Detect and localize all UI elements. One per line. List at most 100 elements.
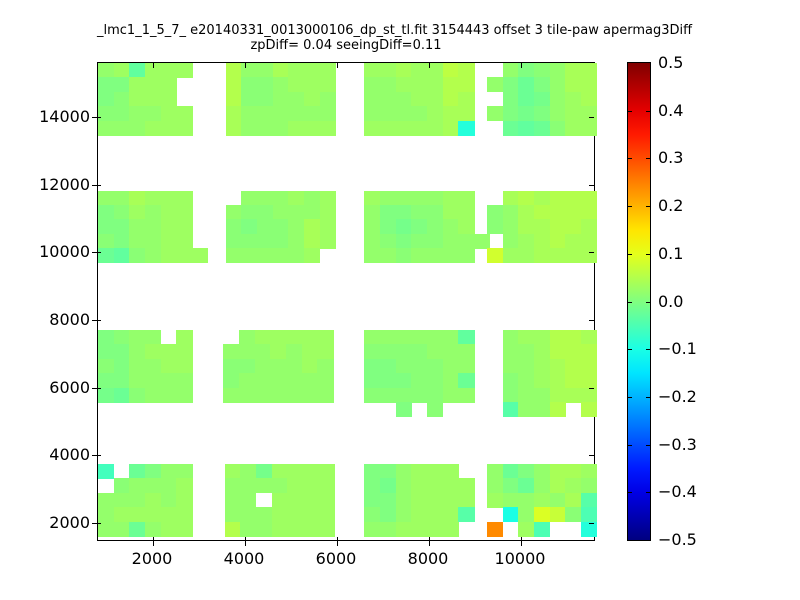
heatmap-cell [518, 387, 535, 403]
heatmap-cell [225, 91, 242, 107]
heatmap-cell [240, 478, 257, 494]
heatmap-cell [502, 358, 519, 374]
y-tick-mark-right [589, 523, 594, 525]
heatmap-cell [395, 492, 412, 508]
heatmap-cell [411, 463, 428, 479]
heatmap-cell [395, 373, 412, 389]
heatmap-cell [160, 507, 177, 523]
heatmap-cell [257, 120, 274, 136]
heatmap-cell [549, 344, 566, 360]
heatmap-cell [442, 521, 459, 537]
heatmap-cell [549, 373, 566, 389]
heatmap-cell [287, 507, 304, 523]
heatmap-cell [533, 387, 551, 403]
heatmap-cell [304, 248, 321, 264]
heatmap-cell [380, 358, 397, 374]
heatmap-cell [565, 190, 582, 206]
heatmap-cell [364, 521, 381, 537]
heatmap-cell [427, 219, 444, 235]
heatmap-cell [287, 478, 304, 494]
x-tick-mark [428, 537, 430, 546]
heatmap-cell [380, 233, 397, 249]
heatmap-cell [160, 106, 177, 122]
heatmap-cell [318, 521, 335, 537]
heatmap-cell [581, 190, 598, 206]
heatmap-cell [458, 478, 475, 494]
heatmap-cell [565, 387, 582, 403]
colorbar-tick-mark [628, 444, 632, 446]
heatmap-cell [317, 344, 334, 360]
heatmap-cell [240, 507, 257, 523]
heatmap-cell [580, 329, 598, 345]
heatmap-cell [518, 219, 535, 235]
heatmap-cell [502, 63, 519, 78]
heatmap-cell [458, 387, 475, 403]
heatmap-cell [518, 91, 535, 107]
colorbar-tick-label: 0.0 [658, 292, 684, 311]
heatmap-cell [319, 91, 336, 107]
heatmap-cell [288, 120, 305, 136]
heatmap-cell [225, 77, 242, 93]
heatmap-cell [427, 77, 444, 93]
heatmap-cell [287, 463, 304, 479]
heatmap-cell [160, 91, 177, 107]
colorbar-tick-mark [628, 158, 632, 160]
heatmap-cell [254, 373, 271, 389]
heatmap-cell [271, 492, 288, 508]
heatmap-cell [565, 91, 582, 107]
heatmap-cell [364, 478, 381, 494]
heatmap-cell [272, 248, 289, 264]
heatmap-cell [442, 463, 459, 479]
heatmap-cell [129, 190, 146, 206]
heatmap-cell [458, 77, 475, 93]
heatmap-cell [395, 387, 412, 403]
colorbar-tick-label: 0.1 [658, 244, 684, 263]
y-tick-mark-right [589, 387, 594, 389]
heatmap-cell [113, 63, 130, 78]
y-tick-label: 12000 [39, 175, 90, 194]
y-tick-mark [92, 320, 101, 322]
y-tick-label: 10000 [39, 242, 90, 261]
heatmap-cell [287, 521, 304, 537]
x-tick-mark-top [153, 63, 155, 68]
heatmap-cell [502, 77, 519, 93]
heatmap-cell [395, 190, 412, 206]
heatmap-cell [380, 492, 397, 508]
heatmap-cell [272, 77, 289, 93]
heatmap-cell [160, 387, 177, 403]
heatmap-cell [129, 358, 146, 374]
heatmap-cell [98, 358, 115, 374]
heatmap-cell [502, 463, 519, 479]
heatmap-cell [240, 521, 257, 537]
heatmap-cell [129, 387, 146, 403]
heatmap-cell [380, 387, 397, 403]
heatmap-cell [458, 507, 475, 523]
heatmap-cell [518, 507, 535, 523]
heatmap-cell [549, 233, 566, 249]
heatmap-cell [549, 91, 566, 107]
heatmap-cell [518, 204, 535, 220]
heatmap-cell [442, 120, 459, 136]
heatmap-cell [581, 478, 598, 494]
heatmap-cell [411, 233, 428, 249]
colorbar-tick-mark [628, 349, 632, 351]
colorbar-tick-label: −0.5 [658, 530, 697, 549]
heatmap-cell [254, 344, 271, 360]
heatmap-cell [442, 478, 459, 494]
heatmap-cell [581, 492, 598, 508]
heatmap-cell [145, 373, 162, 389]
heatmap-cell [286, 373, 303, 389]
heatmap-cell [442, 248, 459, 264]
heatmap-cell [113, 387, 130, 403]
heatmap-cell [270, 387, 287, 403]
colorbar-tick-mark [628, 110, 632, 112]
heatmap-cell [145, 77, 162, 93]
heatmap-cell [534, 521, 551, 537]
heatmap-cell [255, 521, 273, 537]
heatmap-cell [145, 204, 162, 220]
heatmap-cell [581, 219, 598, 235]
heatmap-cell [518, 248, 535, 264]
heatmap-cell [487, 204, 504, 220]
heatmap-cell [502, 190, 519, 206]
colorbar-tick-label: 0.2 [658, 196, 684, 215]
